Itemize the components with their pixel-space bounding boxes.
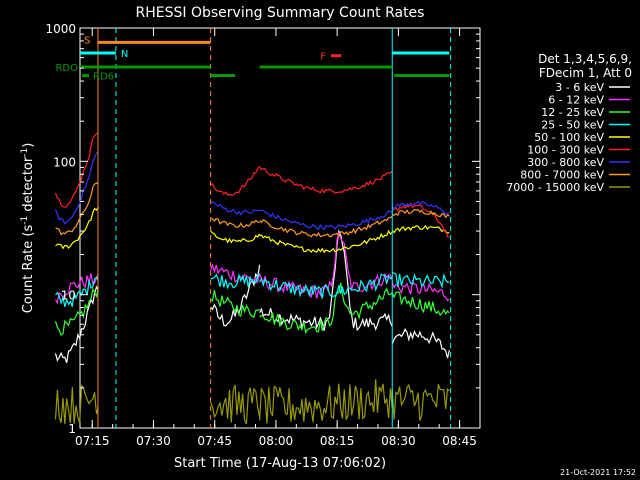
series-line-25-50-keV-seg3 [392,272,450,289]
state-label-n: N [121,49,128,60]
series-line-800-7000-keV-seg2 [259,215,393,238]
series-12-25-keV [54,282,450,336]
y-tick-label-0: 1 [68,422,76,436]
series-layer [54,132,450,425]
legend-label-3-6-keV: 3 - 6 keV [555,81,604,94]
series-line-12-25-keV-seg0 [54,286,99,336]
series-100-300-keV [54,132,450,238]
y-axis-label-part1: Count Rate (s [21,225,36,314]
generated-timestamp: 21-Oct-2021 17:52 [560,468,636,477]
y-tick-label-3: 1000 [45,22,76,36]
plot-border [79,27,481,429]
series-line-7000-15000-keV-seg3 [391,383,450,421]
series-25-50-keV [55,272,450,307]
series-800-7000-keV [55,181,450,238]
legend-label-25-50-keV: 25 - 50 keV [541,119,604,132]
series-line-100-300-keV-seg2 [259,166,393,194]
series-line-7000-15000-keV-seg2 [259,379,393,424]
series-line-800-7000-keV-seg1 [210,217,260,229]
series-line-50-100-keV-seg2 [259,229,393,254]
state-label-s: S [84,35,90,46]
series-line-12-25-keV-seg1 [210,290,260,319]
legend: Det 1,3,4,5,6,9, FDecim 1, Att 0 3 - 6 k… [506,52,632,194]
legend-label-300-800-keV: 300 - 800 keV [527,156,604,169]
x-tick-label-3: 08:00 [259,434,294,448]
series-line-25-50-keV-seg1 [210,272,261,290]
series-line-7000-15000-keV-seg1 [210,384,261,425]
series-300-800-keV [54,151,450,231]
series-50-100-keV [55,206,450,254]
y-axis-ticks: 1 10 100 1000 [45,22,480,436]
series-line-50-100-keV-seg3 [391,224,450,234]
series-line-12-25-keV-seg3 [391,291,450,317]
x-axis-ticks: 07:15 07:30 07:45 08:00 08:15 08:30 08:45 [75,28,481,448]
legend-label-7000-15000-keV: 7000 - 15000 keV [506,181,604,194]
chart-title: RHESSI Observing Summary Count Rates [136,5,425,21]
overlay-layer: S N RDO RD6 F [55,28,452,428]
series-line-100-300-keV-seg3 [391,202,450,238]
series-line-3-6-keV-seg0 [54,285,99,363]
legend-label-6-12-keV: 6 - 12 keV [548,94,604,107]
legend-header-line1: Det 1,3,4,5,6,9, [538,52,632,66]
series-line-100-300-keV-seg1 [210,166,261,196]
legend-label-800-7000-keV: 800 - 7000 keV [520,169,604,182]
series-line-800-7000-keV-seg3 [391,208,450,219]
series-line-50-100-keV-seg1 [210,230,261,244]
y-axis-label-sup1: -1 [20,216,30,225]
series-line-25-50-keV-seg0 [55,276,99,307]
series-line-12-25-keV-seg2 [259,282,393,335]
x-tick-label-4: 08:15 [320,434,355,448]
series-line-300-800-keV-seg2 [259,209,393,231]
plot-frame [79,27,481,429]
series-line-300-800-keV-seg1 [210,201,260,216]
legend-label-100-300-keV: 100 - 300 keV [527,144,604,157]
y-axis-label-sup2: -1 [20,148,30,157]
x-tick-label-5: 08:30 [381,434,416,448]
x-tick-label-6: 08:45 [442,434,477,448]
x-axis-label: Start Time (17-Aug-13 07:06:02) [174,456,386,471]
y-axis-label-part2: detector [21,156,36,216]
series-7000-15000-keV [54,379,450,425]
series-line-800-7000-keV-seg0 [55,181,99,236]
series-line-300-800-keV-seg0 [54,151,99,226]
legend-label-12-25-keV: 12 - 25 keV [541,106,604,119]
x-tick-label-1: 07:30 [136,434,171,448]
y-axis-label: Count Rate (s-1 detector-1) [20,143,36,314]
series-line-3-6-keV-seg3 [391,328,450,359]
y-axis-label-part3: ) [21,143,36,148]
series-line-100-300-keV-seg0 [54,132,99,208]
legend-header-line2: FDecim 1, Att 0 [539,66,632,80]
series-line-3-6-keV-seg2 [259,229,393,332]
series-line-7000-15000-keV-seg0 [54,384,99,424]
legend-label-50-100-keV: 50 - 100 keV [534,131,604,144]
state-label-rdo: RDO [55,63,78,74]
rd6-legend-swatch [82,74,89,78]
state-label-rd6: RD6 [93,72,114,83]
series-line-25-50-keV-seg2 [259,273,393,299]
y-tick-label-1: 10 [61,289,76,303]
series-line-50-100-keV-seg0 [55,206,99,250]
series-line-300-800-keV-seg3 [391,200,450,215]
state-label-f: F [320,52,326,63]
x-tick-label-2: 07:45 [197,434,232,448]
y-tick-label-2: 100 [53,155,76,169]
series-line-6-12-keV-seg3 [391,279,450,302]
x-tick-label-0: 07:15 [75,434,110,448]
